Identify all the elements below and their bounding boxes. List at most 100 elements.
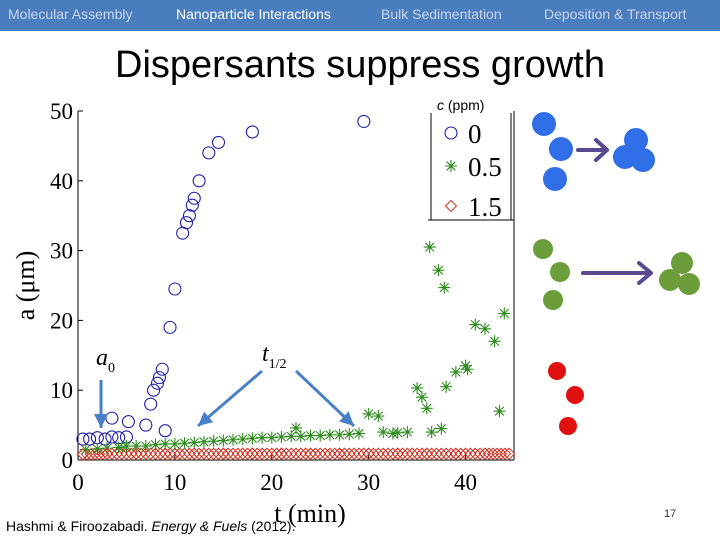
- blue-particle: [549, 137, 573, 161]
- data-point-1.5ppm: [473, 447, 487, 460]
- data-point-1.5ppm: [212, 447, 225, 460]
- nav-item-bulk-sedimentation[interactable]: Bulk Sedimentation: [381, 6, 502, 22]
- thalf-arrow-right: [294, 369, 356, 428]
- data-point-1.5ppm: [178, 447, 191, 460]
- data-point-1.5ppm: [173, 447, 186, 460]
- x-tick-label: 0: [72, 470, 84, 495]
- data-point-0.5ppm: [130, 440, 143, 453]
- data-point-0.5ppm: [372, 410, 385, 423]
- data-point-0.5ppm: [91, 442, 104, 455]
- data-point-0.5ppm: [159, 437, 172, 450]
- data-point-0.5ppm: [438, 281, 451, 294]
- data-point-0.5ppm: [386, 427, 399, 440]
- citation-authors: Hashmi & Firoozabadi.: [6, 518, 148, 534]
- data-point-1.5ppm: [110, 447, 123, 460]
- data-point-1.5ppm: [318, 447, 332, 460]
- a0-arrow: [94, 380, 108, 428]
- data-point-1.5ppm: [328, 447, 341, 460]
- data-point-1.5ppm: [139, 447, 153, 460]
- data-point-1.5ppm: [226, 447, 240, 460]
- data-point-0ppm: [144, 397, 158, 411]
- data-point-0.5ppm: [469, 318, 482, 331]
- data-point-1.5ppm: [207, 447, 220, 460]
- data-point-1.5ppm: [367, 447, 380, 460]
- data-point-1.5ppm: [221, 447, 235, 460]
- legend-label-0: 0: [468, 119, 482, 149]
- data-point-1.5ppm: [100, 447, 114, 460]
- blue-particle: [532, 112, 556, 136]
- data-point-1.5ppm: [304, 447, 317, 460]
- data-point-1.5ppm: [478, 447, 492, 460]
- data-point-1.5ppm: [309, 447, 322, 460]
- data-point-1.5ppm: [401, 447, 414, 460]
- chart-annotations: a0 t1/2: [94, 341, 356, 428]
- data-point-0.5ppm: [149, 438, 162, 451]
- green-aggregate-particle: [671, 252, 693, 274]
- chart-legend: 00.5 1.5: [428, 113, 514, 222]
- slide-title: Dispersants suppress growth: [115, 44, 605, 86]
- top-nav: Molecular Assembly Nanoparticle Interact…: [0, 0, 720, 31]
- legend-marker-1.5: [444, 199, 458, 213]
- data-point-0ppm: [163, 320, 177, 334]
- data-point-0.5ppm: [79, 443, 92, 456]
- data-point-0ppm: [105, 411, 119, 425]
- data-point-0.5ppm: [323, 428, 336, 441]
- data-point-0.5ppm: [139, 440, 152, 453]
- data-point-1.5ppm: [183, 447, 196, 460]
- blue-aggregate-particle: [624, 128, 648, 152]
- data-point-1.5ppm: [454, 447, 467, 460]
- red-particle: [548, 362, 566, 380]
- blue-aggregation-arrow: [576, 138, 609, 162]
- y-tick-label: 40: [50, 169, 73, 194]
- data-point-1.5ppm: [469, 447, 482, 460]
- citation: Hashmi & Firoozabadi. Energy & Fuels (20…: [6, 518, 295, 534]
- nav-item-deposition-transport[interactable]: Deposition & Transport: [544, 6, 687, 22]
- data-point-1.5ppm: [486, 447, 500, 460]
- legend-header-unit: (ppm): [447, 97, 485, 113]
- a0-arrow-head: [94, 414, 108, 428]
- thalf-arrow-right-head: [339, 411, 354, 426]
- y-axis-label: a (μm): [11, 251, 40, 321]
- thalf-arrow-left: [197, 369, 263, 428]
- data-point-1.5ppm: [502, 447, 516, 460]
- data-point-1.5ppm: [76, 448, 90, 461]
- data-point-0.5ppm: [411, 382, 424, 395]
- data-point-1.5ppm: [396, 447, 409, 460]
- y-tick-label: 50: [50, 99, 73, 124]
- data-point-0ppm: [139, 418, 153, 432]
- page-number: 17: [664, 508, 677, 520]
- data-point-0ppm: [211, 135, 226, 149]
- data-point-1.5ppm: [192, 447, 206, 460]
- data-point-1.5ppm: [115, 447, 128, 460]
- data-point-1.5ppm: [439, 447, 453, 460]
- red-particle: [559, 417, 577, 435]
- y-tick-label: 30: [50, 239, 73, 264]
- data-point-1.5ppm: [464, 447, 477, 460]
- data-point-0.5ppm: [362, 407, 375, 420]
- data-point-1.5ppm: [406, 447, 419, 460]
- data-point-0ppm: [202, 146, 216, 160]
- data-point-1.5ppm: [163, 447, 177, 460]
- data-point-1.5ppm: [265, 447, 278, 460]
- green-aggregation-arrow: [581, 261, 653, 285]
- data-point-0.5ppm: [432, 264, 445, 277]
- data-point-1.5ppm: [251, 447, 264, 460]
- data-point-1.5ppm: [415, 447, 429, 460]
- data-point-0ppm: [152, 371, 166, 385]
- data-point-0.5ppm: [188, 436, 201, 449]
- data-point-1.5ppm: [352, 447, 366, 460]
- data-point-1.5ppm: [231, 447, 245, 460]
- data-point-0ppm: [182, 209, 196, 223]
- data-point-1.5ppm: [362, 447, 375, 460]
- data-point-1.5ppm: [217, 447, 230, 460]
- data-point-1.5ppm: [168, 447, 182, 460]
- data-point-0.5ppm: [333, 428, 346, 441]
- data-point-1.5ppm: [246, 447, 259, 460]
- data-point-0.5ppm: [377, 426, 390, 439]
- data-point-0.5ppm: [275, 430, 288, 443]
- citation-journal: Energy & Fuels: [151, 518, 248, 534]
- nav-item-molecular-assembly[interactable]: Molecular Assembly: [8, 6, 133, 22]
- chart-axes: [77, 111, 515, 461]
- nav-item-nanoparticle-interactions[interactable]: Nanoparticle Interactions: [176, 6, 331, 22]
